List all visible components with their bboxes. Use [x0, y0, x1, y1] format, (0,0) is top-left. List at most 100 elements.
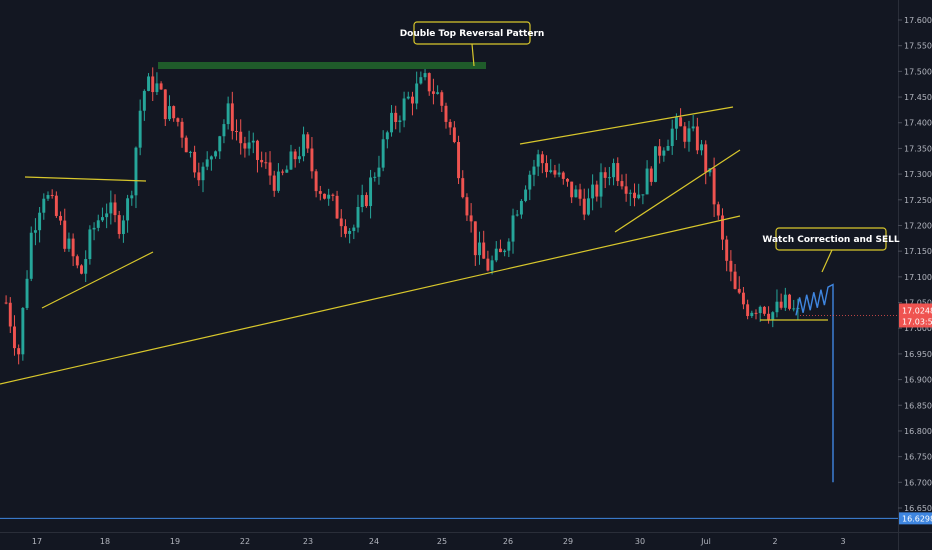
candle-body: [494, 248, 498, 261]
candle-body: [620, 181, 624, 187]
candle-body: [591, 184, 595, 199]
projection-path[interactable]: [795, 283, 834, 483]
candle-body: [289, 151, 293, 170]
candle-body: [507, 241, 511, 251]
candle-body: [670, 128, 674, 147]
candle-body: [163, 89, 167, 120]
price-tick-label: 16.85000: [904, 401, 932, 410]
candle-body: [255, 140, 259, 160]
candle-body: [574, 189, 578, 198]
candle-body: [8, 302, 12, 327]
double-top-callout-pointer: [471, 43, 475, 67]
price-tick-label: 17.60000: [904, 16, 932, 25]
price-tick-label: 16.65000: [904, 504, 932, 513]
candle-body: [13, 326, 16, 349]
candle-body: [197, 172, 201, 181]
price-tick-label: 17.15000: [904, 247, 932, 256]
candle-body: [130, 195, 134, 199]
candle-body: [381, 139, 385, 168]
candle-body: [84, 259, 88, 274]
sell-callout-box: [775, 227, 887, 251]
candle-body: [168, 106, 171, 120]
candle-body: [343, 226, 347, 234]
candle-body: [180, 121, 184, 138]
trendline-channel-inner[interactable]: [614, 149, 741, 233]
candle-body: [528, 174, 532, 190]
candle-body: [21, 307, 25, 355]
candle-body: [465, 197, 469, 216]
candle-body: [105, 213, 109, 218]
candle-body: [775, 301, 779, 313]
candle-body: [331, 194, 335, 196]
candle-body: [524, 189, 528, 201]
candle-body: [771, 312, 775, 320]
candle-body: [88, 229, 92, 260]
candle-body: [29, 232, 33, 279]
candle-body: [662, 150, 666, 156]
candle-body: [339, 218, 343, 227]
candle-body: [281, 171, 285, 173]
candle-body: [783, 294, 787, 308]
time-tick-label: 29: [563, 537, 573, 546]
candle-body: [306, 134, 310, 149]
candle-body: [121, 220, 125, 235]
candle-body: [411, 96, 414, 104]
candle-body: [398, 120, 402, 122]
candle-body: [235, 131, 238, 133]
candle-body: [423, 73, 427, 78]
candle-body: [218, 136, 222, 152]
candle-body: [377, 167, 381, 177]
candle-body: [184, 137, 188, 153]
candle-body: [436, 92, 440, 94]
candle-body: [716, 204, 720, 216]
candle-body: [348, 231, 352, 234]
candle-body: [519, 200, 523, 215]
candle-body: [214, 151, 218, 157]
candle-body: [679, 117, 683, 127]
price-tick-label: 17.35000: [904, 144, 932, 153]
time-tick-label: 19: [170, 537, 180, 546]
candle-body: [310, 148, 314, 172]
candle-body: [369, 177, 373, 207]
candle-body: [80, 265, 83, 274]
candle-body: [633, 192, 636, 199]
candle-body: [193, 151, 197, 173]
candle-body: [147, 76, 151, 91]
countdown-tag-text: 17.03:54: [902, 317, 932, 326]
candle-body: [42, 198, 46, 213]
candle-body: [645, 168, 649, 195]
candle-body: [419, 77, 423, 84]
price-tick-label: 17.40000: [904, 119, 932, 128]
candle-body: [356, 206, 360, 228]
candle-body: [545, 163, 549, 172]
candle-body: [461, 178, 465, 198]
candle-body: [126, 198, 130, 221]
candle-body: [729, 260, 733, 272]
time-tick-label: 3: [840, 537, 845, 546]
trendline-left-bottom[interactable]: [41, 251, 154, 309]
candle-body: [75, 256, 79, 266]
candle-body: [134, 147, 138, 196]
candle-body: [741, 292, 745, 305]
price-tick-label: 17.05000: [904, 299, 932, 308]
trendline-long-support[interactable]: [0, 215, 741, 385]
candle-body: [683, 126, 687, 142]
candle-body: [239, 131, 243, 144]
candle-body: [4, 302, 8, 304]
candle-body: [469, 215, 473, 222]
trendline-channel-top[interactable]: [519, 106, 734, 145]
candle-body: [599, 172, 603, 197]
trendline-left-top[interactable]: [24, 176, 147, 182]
candle-body: [457, 142, 461, 179]
candle-body: [712, 168, 716, 205]
candle-body: [637, 194, 641, 199]
candle-body: [700, 144, 704, 151]
candle-body: [444, 105, 448, 122]
candle-body: [222, 124, 226, 137]
time-tick-label: 23: [303, 537, 313, 546]
price-tick-label: 17.20000: [904, 221, 932, 230]
candle-body: [788, 294, 791, 309]
candle-body: [478, 242, 481, 256]
